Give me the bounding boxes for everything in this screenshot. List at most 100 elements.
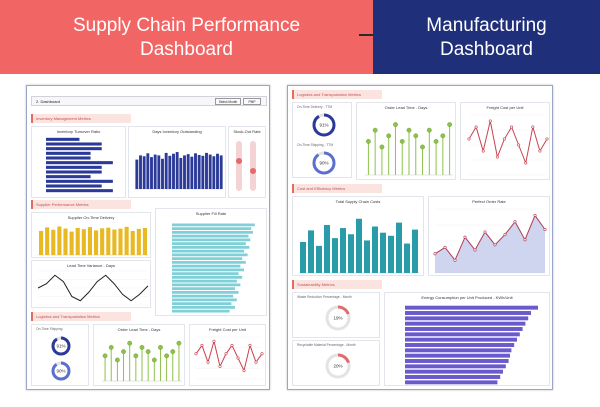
bar <box>175 152 179 189</box>
kpi-right-1-value: 91% <box>319 123 328 128</box>
point <box>108 344 114 350</box>
select-month-button[interactable]: Select Month <box>215 98 241 105</box>
bar <box>364 240 370 273</box>
bar <box>136 228 141 255</box>
bar <box>172 238 251 242</box>
bar <box>172 291 239 294</box>
bar <box>316 245 322 273</box>
total-cost-chart <box>299 218 419 274</box>
bar <box>405 380 498 385</box>
recyclable-card: Recyclable Material Percentage - Month 2… <box>292 340 380 386</box>
bar <box>172 253 248 257</box>
bar <box>46 170 102 174</box>
pmp-button[interactable]: PMP <box>243 98 261 105</box>
point <box>513 220 517 224</box>
bar <box>45 227 50 255</box>
series-line <box>434 214 546 262</box>
bar <box>106 227 111 255</box>
bar <box>172 231 253 234</box>
point <box>533 213 537 217</box>
bar <box>46 175 91 179</box>
freight-cost-card-left: Freight Cost per Unit <box>189 324 266 386</box>
manufacturing-banner: Manufacturing Dashboard <box>373 0 600 74</box>
point <box>426 127 432 133</box>
point <box>545 137 549 141</box>
point <box>224 352 228 356</box>
point <box>164 353 170 359</box>
point <box>467 137 471 141</box>
bar <box>356 218 362 273</box>
point <box>145 349 151 355</box>
point <box>406 127 412 133</box>
recyclable-value: 20% <box>333 364 342 369</box>
inventory-turnover-card: Inventory Turnover Ratio <box>31 126 126 198</box>
point <box>502 137 506 141</box>
bar <box>205 152 208 189</box>
total-cost-card: Total Supply Chain Costs <box>292 196 424 276</box>
order-lead-time-title-left: Order Lead Time - Days <box>117 327 161 332</box>
stock-out-marker <box>250 168 256 174</box>
kpi-donuts-right: 91% 90% <box>312 113 336 175</box>
on-time-delivery-title: Supplier On-Time Delivery <box>67 215 115 220</box>
bar <box>172 223 255 227</box>
point <box>447 122 453 128</box>
bar <box>46 142 102 146</box>
supply-chain-dashboard-panel: 2. Dashboard Select Month PMP Inventory … <box>26 85 270 390</box>
kpi-right-2-arc <box>312 151 336 175</box>
point <box>443 245 447 249</box>
series-line <box>195 339 263 373</box>
fill-rate-chart <box>172 223 255 313</box>
lead-time-variance-card: Lead Time Variance - Days <box>31 260 151 308</box>
days-inventory-title: Days Inventory Outstanding <box>152 129 202 134</box>
bar <box>146 153 150 189</box>
bar <box>46 184 102 188</box>
lead-time-variance-title: Lead Time Variance - Days <box>67 263 115 268</box>
stock-out-track <box>250 141 256 191</box>
point <box>212 339 216 343</box>
energy-card: Energy Consumption per Unit Produced - K… <box>384 292 550 386</box>
recyclable-arc <box>325 353 351 379</box>
fill-rate-title: Supplier Fill Rate <box>195 211 227 216</box>
inventory-turnover-title: Inventory Turnover Ratio <box>56 129 101 134</box>
bar <box>405 353 510 358</box>
bar <box>405 348 512 353</box>
point <box>206 360 210 364</box>
bar <box>142 228 147 255</box>
point <box>473 248 477 252</box>
kpi-card-right: On-Time Delivery - TTM On-Time Shipping … <box>292 102 352 178</box>
bar <box>124 226 129 255</box>
point <box>102 353 108 359</box>
on-time-shipping-label: On-Time Shipping <box>36 327 63 331</box>
point <box>393 122 398 128</box>
bar <box>388 235 394 273</box>
bar <box>405 321 526 326</box>
bar <box>405 316 529 321</box>
bar <box>46 137 80 141</box>
bar <box>308 230 314 273</box>
order-lead-time-chart-right <box>365 122 453 176</box>
bar <box>172 249 244 253</box>
on-time-delivery-ttm-label: On-Time Delivery - TTM <box>297 105 333 109</box>
total-cost-title: Total Supply Chain Costs <box>335 199 381 204</box>
point <box>517 143 521 147</box>
bar <box>172 294 234 298</box>
bar <box>94 230 99 255</box>
bar <box>172 246 250 249</box>
bar <box>46 156 91 160</box>
kpi-left-2-value: 90% <box>56 369 65 374</box>
dashboard-tab[interactable]: 2. Dashboard <box>31 96 267 106</box>
point <box>453 258 457 262</box>
point <box>433 138 439 144</box>
series-line <box>37 274 149 302</box>
bar <box>194 153 197 189</box>
bar <box>405 327 523 331</box>
bar <box>81 229 86 255</box>
freight-cost-chart-left <box>194 336 264 380</box>
point <box>474 125 478 129</box>
bar <box>150 157 153 189</box>
energy-title: Energy Consumption per Unit Produced - K… <box>421 295 513 300</box>
point <box>158 344 163 350</box>
point <box>386 133 392 139</box>
bar <box>405 369 503 374</box>
stock-out-marker <box>236 158 242 164</box>
